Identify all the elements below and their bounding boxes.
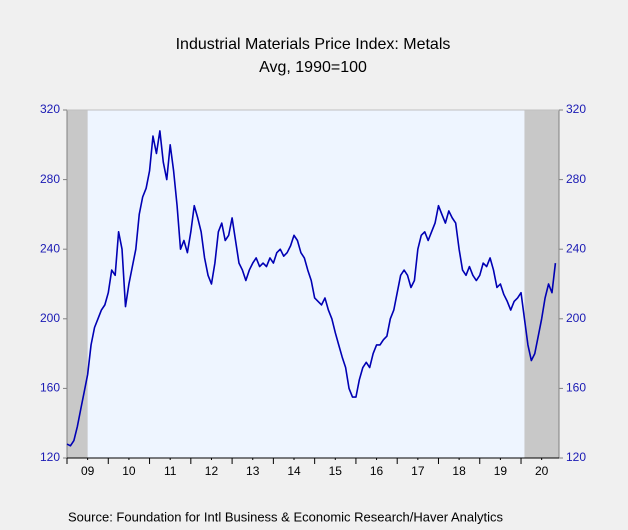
- chart-subtitle: Avg, 1990=100: [259, 59, 367, 76]
- y2-tick-label: 200: [566, 311, 586, 325]
- y-tick-label: 120: [40, 450, 60, 464]
- source: Source: Foundation for Intl Business & E…: [68, 509, 503, 524]
- x-tick-label: 12: [205, 464, 219, 478]
- x-tick-label: 19: [494, 464, 508, 478]
- x-tick-label: 10: [122, 464, 136, 478]
- y2-tick-label: 160: [566, 381, 586, 395]
- y-tick-label: 200: [40, 311, 60, 325]
- chart-title: Industrial Materials Price Index: Metals: [176, 36, 451, 53]
- recession-shade: [524, 110, 559, 458]
- y-tick-label: 240: [40, 241, 60, 255]
- x-tick-label: 20: [535, 464, 549, 478]
- x-tick-label: 14: [287, 464, 301, 478]
- y2-tick-label: 240: [566, 241, 586, 255]
- plot-area: [67, 110, 559, 458]
- x-tick-label: 17: [411, 464, 425, 478]
- y2-tick-label: 280: [566, 172, 586, 186]
- y2-tick-label: 320: [566, 102, 586, 116]
- x-tick-label: 16: [370, 464, 384, 478]
- x-tick-label: 13: [246, 464, 260, 478]
- x-tick-label: 09: [81, 464, 95, 478]
- data-line: [66, 130, 557, 447]
- y-tick-label: 160: [40, 381, 60, 395]
- x-tick-label: 11: [164, 464, 177, 478]
- y-tick-label: 320: [40, 102, 60, 116]
- y2-tick-label: 120: [566, 450, 586, 464]
- recession-shade: [67, 110, 88, 458]
- x-tick-label: 15: [329, 464, 343, 478]
- x-tick-label: 18: [452, 464, 466, 478]
- y-tick-label: 280: [40, 172, 60, 186]
